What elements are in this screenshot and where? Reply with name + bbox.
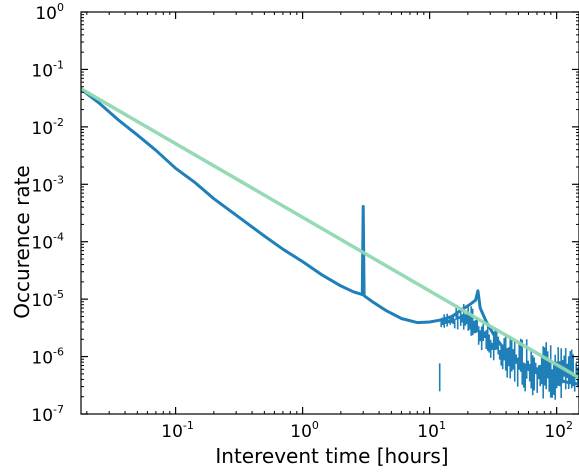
axes: 10-1 100 101 102 10-7 10-6 10-5 10-4 10-3 10-2 10-… — [31, 1, 579, 442]
y-tick-label: 10-6 — [31, 346, 64, 369]
y-tick-label: 10-4 — [31, 231, 64, 254]
x-axis-label: Interevent time [hours] — [215, 444, 448, 468]
plot-frame — [80, 11, 579, 415]
x-tick-label: 10-1 — [161, 419, 194, 442]
y-tick-label: 10-3 — [31, 173, 64, 196]
x-tick-label: 100 — [290, 419, 319, 442]
y-tick-label: 10-2 — [31, 116, 64, 139]
y-axis-label: Occurence rate — [10, 165, 34, 318]
x-tick-label: 101 — [417, 419, 446, 442]
plot-area — [81, 87, 579, 400]
data-series-noise — [438, 304, 579, 400]
y-tick-label: 10-7 — [31, 403, 64, 426]
x-tick-label: 102 — [544, 419, 573, 442]
fit-line — [81, 87, 579, 380]
y-tick-label: 10-1 — [31, 58, 64, 81]
y-tick-label: 10-5 — [31, 288, 64, 311]
y-tick-label: 100 — [35, 1, 64, 24]
